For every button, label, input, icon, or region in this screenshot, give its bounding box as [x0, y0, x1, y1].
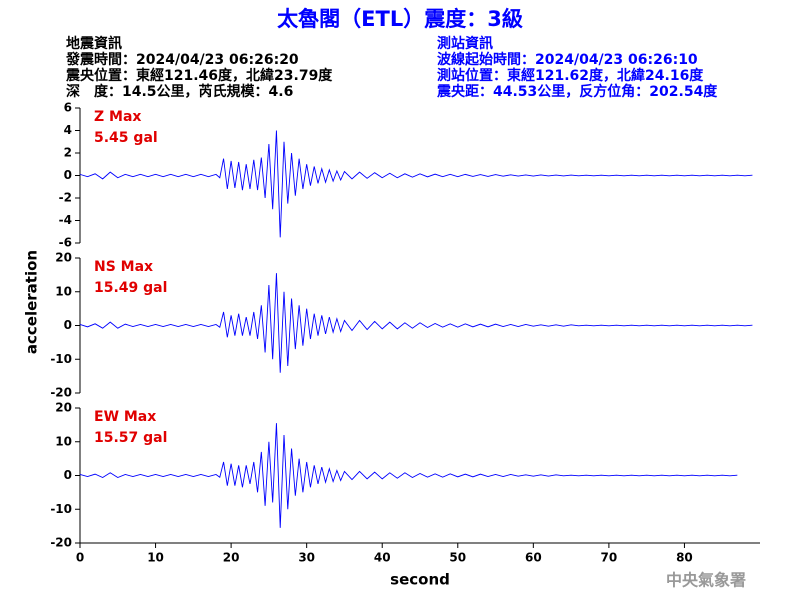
y-tick-label: 0 [64, 168, 72, 182]
x-tick-label: 80 [676, 551, 693, 565]
panel-name: NS Max [94, 259, 153, 275]
info-line: 波線起始時間：2024/04/23 06:26:10 [437, 51, 698, 68]
x-axis-label: second [390, 571, 450, 589]
y-tick-label: 20 [55, 251, 72, 265]
x-tick-label: 0 [76, 551, 84, 565]
y-tick-label: 10 [55, 434, 72, 448]
y-tick-label: -20 [50, 386, 72, 400]
y-tick-label: -20 [50, 536, 72, 550]
chart-title: 太魯閣（ETL）震度：3級 [277, 7, 523, 31]
panel-name: Z Max [94, 109, 141, 125]
info-line: 地震資訊 [66, 35, 122, 52]
info-line: 測站位置：東經121.62度，北緯24.16度 [437, 67, 704, 84]
y-tick-label: -10 [50, 352, 72, 366]
panel-name: EW Max [94, 409, 156, 425]
y-tick-label: -4 [59, 213, 72, 227]
waveform [79, 130, 753, 238]
x-tick-label: 20 [223, 551, 240, 565]
x-tick-label: 70 [601, 551, 618, 565]
x-tick-label: 60 [525, 551, 542, 565]
y-axis-label: acceleration [23, 250, 41, 354]
y-tick-label: 4 [64, 123, 72, 137]
y-tick-label: 0 [64, 318, 72, 332]
panel-peak: 5.45 gal [94, 130, 158, 146]
y-tick-label: 2 [64, 146, 72, 160]
y-tick-label: -10 [50, 502, 72, 516]
y-tick-label: -6 [59, 236, 72, 250]
x-tick-label: 40 [374, 551, 391, 565]
info-line: 測站資訊 [437, 35, 493, 52]
info-line: 震央距：44.53公里，反方位角：202.54度 [436, 83, 718, 100]
y-tick-label: 0 [64, 468, 72, 482]
info-line: 震央位置：東經121.46度，北緯23.79度 [65, 67, 333, 84]
x-tick-label: 50 [449, 551, 466, 565]
waveform [79, 423, 738, 528]
y-tick-label: 6 [64, 101, 72, 115]
y-tick-label: -2 [59, 191, 72, 205]
credit: 中央氣象署 [666, 571, 746, 590]
panel-peak: 15.57 gal [94, 430, 167, 446]
waveform [79, 273, 753, 373]
y-tick-label: 10 [55, 284, 72, 298]
info-line: 深 度：14.5公里，芮氏規模：4.6 [66, 83, 293, 100]
info-line: 發震時間：2024/04/23 06:26:20 [65, 51, 299, 68]
panel-peak: 15.49 gal [94, 280, 167, 296]
y-tick-label: 20 [55, 401, 72, 415]
x-tick-label: 10 [147, 551, 164, 565]
x-tick-label: 30 [298, 551, 315, 565]
